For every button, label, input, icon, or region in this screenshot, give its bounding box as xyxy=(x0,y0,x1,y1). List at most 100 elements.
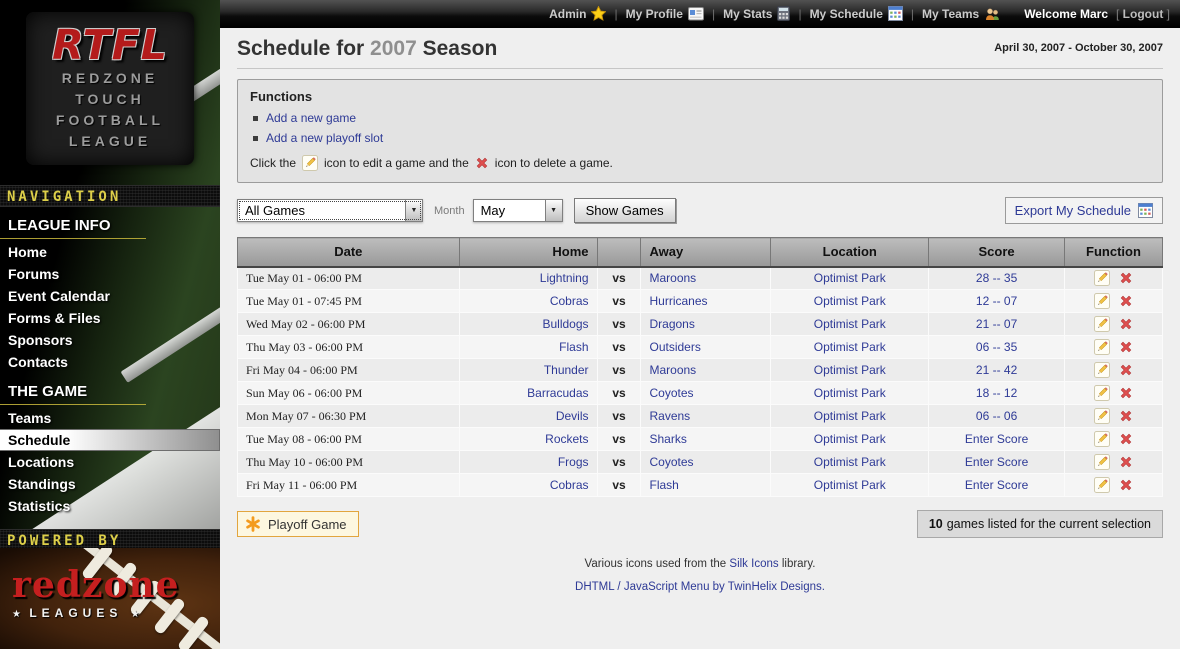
month-label: Month xyxy=(434,204,465,217)
away-team-link[interactable]: Dragons xyxy=(649,317,695,331)
topnav-admin[interactable]: Admin xyxy=(549,6,607,21)
score-link[interactable]: Enter Score xyxy=(964,478,1029,492)
edit-game-icon[interactable] xyxy=(1093,362,1110,378)
sidebar-item-locations[interactable]: Locations xyxy=(8,454,75,470)
sidebar-item-forums[interactable]: Forums xyxy=(8,266,60,282)
home-team-link[interactable]: Flash xyxy=(559,340,589,354)
edit-game-icon[interactable] xyxy=(1093,431,1110,447)
twinhelix-link[interactable]: DHTML / JavaScript Menu by TwinHelix Des… xyxy=(575,581,825,593)
delete-game-icon[interactable] xyxy=(1119,294,1133,308)
logo-line: TOUCH xyxy=(75,91,145,107)
sidebar-item-sponsors[interactable]: Sponsors xyxy=(8,332,73,348)
away-team-link[interactable]: Sharks xyxy=(649,432,687,446)
away-team-link[interactable]: Ravens xyxy=(649,409,691,423)
sidebar-item-home[interactable]: Home xyxy=(8,244,47,260)
edit-game-icon[interactable] xyxy=(1093,408,1110,424)
away-team-link[interactable]: Maroons xyxy=(649,363,697,377)
home-team-link[interactable]: Rockets xyxy=(545,432,589,446)
score-link[interactable]: 06 -- 06 xyxy=(975,409,1018,423)
sidebar-item-statistics[interactable]: Statistics xyxy=(8,498,71,514)
delete-game-icon[interactable] xyxy=(1119,432,1133,446)
edit-game-icon[interactable] xyxy=(1093,339,1110,355)
edit-game-icon[interactable] xyxy=(1093,270,1110,287)
sidebar-item-teams[interactable]: Teams xyxy=(8,410,52,426)
delete-game-icon[interactable] xyxy=(1119,340,1133,354)
delete-game-icon[interactable] xyxy=(1119,386,1133,400)
column-header-vs xyxy=(596,237,642,268)
edit-game-icon[interactable] xyxy=(1093,293,1110,309)
away-team-link[interactable]: Outsiders xyxy=(649,340,701,354)
score-link[interactable]: Enter Score xyxy=(964,455,1029,469)
score-link[interactable]: 21 -- 42 xyxy=(975,363,1018,377)
export-schedule-button[interactable]: Export My Schedule xyxy=(1004,197,1163,224)
score-link[interactable]: 18 -- 12 xyxy=(975,386,1018,400)
table-row: Tue May 01 - 06:00 PM Lightning vs Maroo… xyxy=(237,266,1163,290)
vs-label: vs xyxy=(596,358,642,382)
edit-game-icon[interactable] xyxy=(1093,454,1110,470)
edit-game-icon[interactable] xyxy=(1093,477,1110,493)
topnav-my-stats[interactable]: My Stats xyxy=(723,6,791,21)
away-team-link[interactable]: Flash xyxy=(649,478,679,492)
delete-game-icon[interactable] xyxy=(1119,317,1133,331)
score-link[interactable]: 28 -- 35 xyxy=(975,271,1018,286)
add-new-game-link[interactable]: Add a new game xyxy=(266,111,357,125)
location-link[interactable]: Optimist Park xyxy=(813,317,886,331)
home-team-link[interactable]: Frogs xyxy=(557,455,589,469)
location-link[interactable]: Optimist Park xyxy=(813,363,886,377)
location-link[interactable]: Optimist Park xyxy=(813,294,886,308)
location-link[interactable]: Optimist Park xyxy=(813,340,886,354)
topnav-my-schedule[interactable]: My Schedule xyxy=(810,6,903,21)
topbar: Admin | My Profile | My Stats | xyxy=(220,0,1180,28)
topnav-my-profile[interactable]: My Profile xyxy=(626,6,704,21)
sidebar-item-forms-files[interactable]: Forms & Files xyxy=(8,310,101,326)
location-link[interactable]: Optimist Park xyxy=(813,271,886,286)
score-link[interactable]: 06 -- 35 xyxy=(975,340,1018,354)
away-team-link[interactable]: Hurricanes xyxy=(649,294,708,308)
edit-game-icon[interactable] xyxy=(1093,385,1110,401)
delete-game-icon[interactable] xyxy=(1119,455,1133,469)
show-games-button[interactable]: Show Games xyxy=(573,198,676,223)
vs-label: vs xyxy=(596,335,642,359)
edit-game-icon[interactable] xyxy=(1093,316,1110,332)
away-team-link[interactable]: Coyotes xyxy=(649,386,694,400)
home-team-link[interactable]: Barracudas xyxy=(527,386,589,400)
logout-link[interactable]: Logout xyxy=(1122,6,1164,21)
location-link[interactable]: Optimist Park xyxy=(813,432,886,446)
location-link[interactable]: Optimist Park xyxy=(813,455,886,469)
add-new-playoff-slot-link[interactable]: Add a new playoff slot xyxy=(266,131,384,145)
column-header-function: Function xyxy=(1064,237,1163,268)
star-icon xyxy=(591,6,607,21)
games-filter-select[interactable]: All Games ▼ xyxy=(237,199,423,222)
redzone-leagues-logo[interactable]: redzone ★ LEAGUES ★ xyxy=(12,566,180,620)
home-team-link[interactable]: Thunder xyxy=(543,363,589,377)
silk-icons-link[interactable]: Silk Icons xyxy=(729,558,779,570)
delete-game-icon[interactable] xyxy=(1119,271,1133,285)
league-logo[interactable]: RTFL REDZONE TOUCH FOOTBALL LEAGUE xyxy=(26,12,194,165)
home-team-link[interactable]: Bulldogs xyxy=(542,317,589,331)
location-link[interactable]: Optimist Park xyxy=(813,409,886,423)
delete-game-icon[interactable] xyxy=(1119,363,1133,377)
sidebar-item-schedule[interactable]: Schedule xyxy=(0,429,220,451)
score-link[interactable]: 21 -- 07 xyxy=(975,317,1018,331)
location-link[interactable]: Optimist Park xyxy=(813,386,886,400)
sidebar-item-event-calendar[interactable]: Event Calendar xyxy=(8,288,110,304)
sidebar-item-contacts[interactable]: Contacts xyxy=(8,354,68,370)
away-team-link[interactable]: Maroons xyxy=(649,271,697,286)
topnav-my-teams[interactable]: My Teams xyxy=(922,7,1000,21)
home-team-link[interactable]: Devils xyxy=(555,409,589,423)
home-team-link[interactable]: Lightning xyxy=(539,271,589,286)
delete-game-icon[interactable] xyxy=(1119,409,1133,423)
location-link[interactable]: Optimist Park xyxy=(813,478,886,492)
month-select[interactable]: May ▼ xyxy=(472,199,563,222)
score-link[interactable]: Enter Score xyxy=(964,432,1029,446)
away-team-link[interactable]: Coyotes xyxy=(649,455,694,469)
game-date: Thu May 03 - 06:00 PM xyxy=(237,335,460,359)
sidebar-item-standings[interactable]: Standings xyxy=(8,476,76,492)
home-team-link[interactable]: Cobras xyxy=(549,294,589,308)
delete-game-icon[interactable] xyxy=(1119,478,1133,492)
score-link[interactable]: 12 -- 07 xyxy=(975,294,1018,308)
functions-title: Functions xyxy=(250,89,313,104)
home-team-link[interactable]: Cobras xyxy=(549,478,589,492)
football-photo: redzone ★ LEAGUES ★ xyxy=(0,548,220,649)
playoff-game-button[interactable]: Playoff Game xyxy=(237,511,359,537)
